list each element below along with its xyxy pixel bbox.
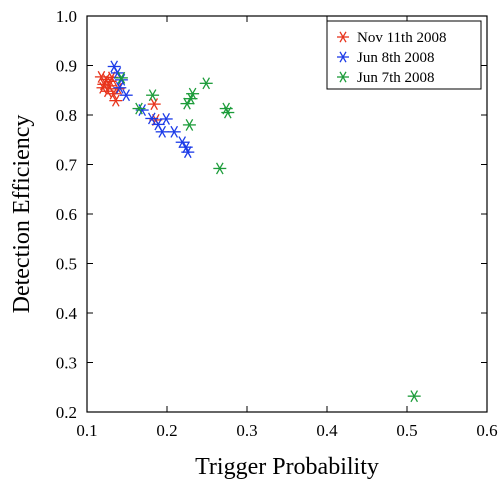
x-tick-label: 0.1 xyxy=(76,421,97,440)
data-point xyxy=(132,102,146,115)
legend-label: Jun 8th 2008 xyxy=(357,50,435,66)
y-tick-label: 0.9 xyxy=(56,57,77,76)
data-points xyxy=(94,60,421,403)
data-point xyxy=(114,73,128,86)
y-axis-title: Detection Efficiency xyxy=(9,115,35,314)
y-tick-label: 0.3 xyxy=(56,354,77,373)
data-point xyxy=(175,136,189,149)
data-point xyxy=(109,94,123,107)
legend-label: Jun 7th 2008 xyxy=(357,70,435,86)
data-point xyxy=(102,79,116,92)
y-tick-label: 0.7 xyxy=(56,156,78,175)
y-tick-label: 0.8 xyxy=(56,106,77,125)
data-point xyxy=(111,82,125,95)
x-axis-title: Trigger Probability xyxy=(195,454,379,480)
x-tick-label: 0.6 xyxy=(476,421,497,440)
y-tick-label: 1.0 xyxy=(56,7,77,26)
data-point xyxy=(155,125,169,138)
y-tick-label: 0.2 xyxy=(56,403,77,422)
data-point xyxy=(221,106,235,119)
x-tick-label: 0.4 xyxy=(316,421,338,440)
data-point xyxy=(146,89,160,102)
data-point xyxy=(114,71,128,84)
data-point xyxy=(167,125,181,138)
legend-label: Nov 11th 2008 xyxy=(357,30,446,46)
legend-marker xyxy=(337,51,349,63)
data-point xyxy=(186,87,200,100)
data-point xyxy=(213,162,227,175)
y-tick-label: 0.5 xyxy=(56,255,77,274)
data-point xyxy=(96,81,110,94)
data-point xyxy=(180,97,194,110)
data-point xyxy=(159,113,173,125)
legend: Nov 11th 2008 Jun 8th 2008 Jun 7th 2008 xyxy=(326,20,482,90)
legend-box xyxy=(326,20,482,90)
y-tick-label: 0.6 xyxy=(56,205,77,224)
data-point xyxy=(147,98,161,111)
axis-ticks: 0.1 0.2 0.3 0.4 0.5 0.60.20.30.40.50.60.70.80… xyxy=(56,7,498,440)
y-tick-label: 0.4 xyxy=(56,304,78,323)
data-point xyxy=(407,390,421,403)
x-tick-label: 0.2 xyxy=(156,421,177,440)
data-point xyxy=(199,77,213,90)
data-point xyxy=(113,81,127,94)
data-point xyxy=(119,89,133,102)
x-tick-label: 0.3 xyxy=(236,421,257,440)
legend-marker xyxy=(337,31,349,43)
x-tick-label: 0.5 xyxy=(396,421,417,440)
data-point xyxy=(182,118,196,131)
data-point xyxy=(181,146,195,159)
data-point xyxy=(145,112,159,125)
legend-marker xyxy=(337,71,349,83)
